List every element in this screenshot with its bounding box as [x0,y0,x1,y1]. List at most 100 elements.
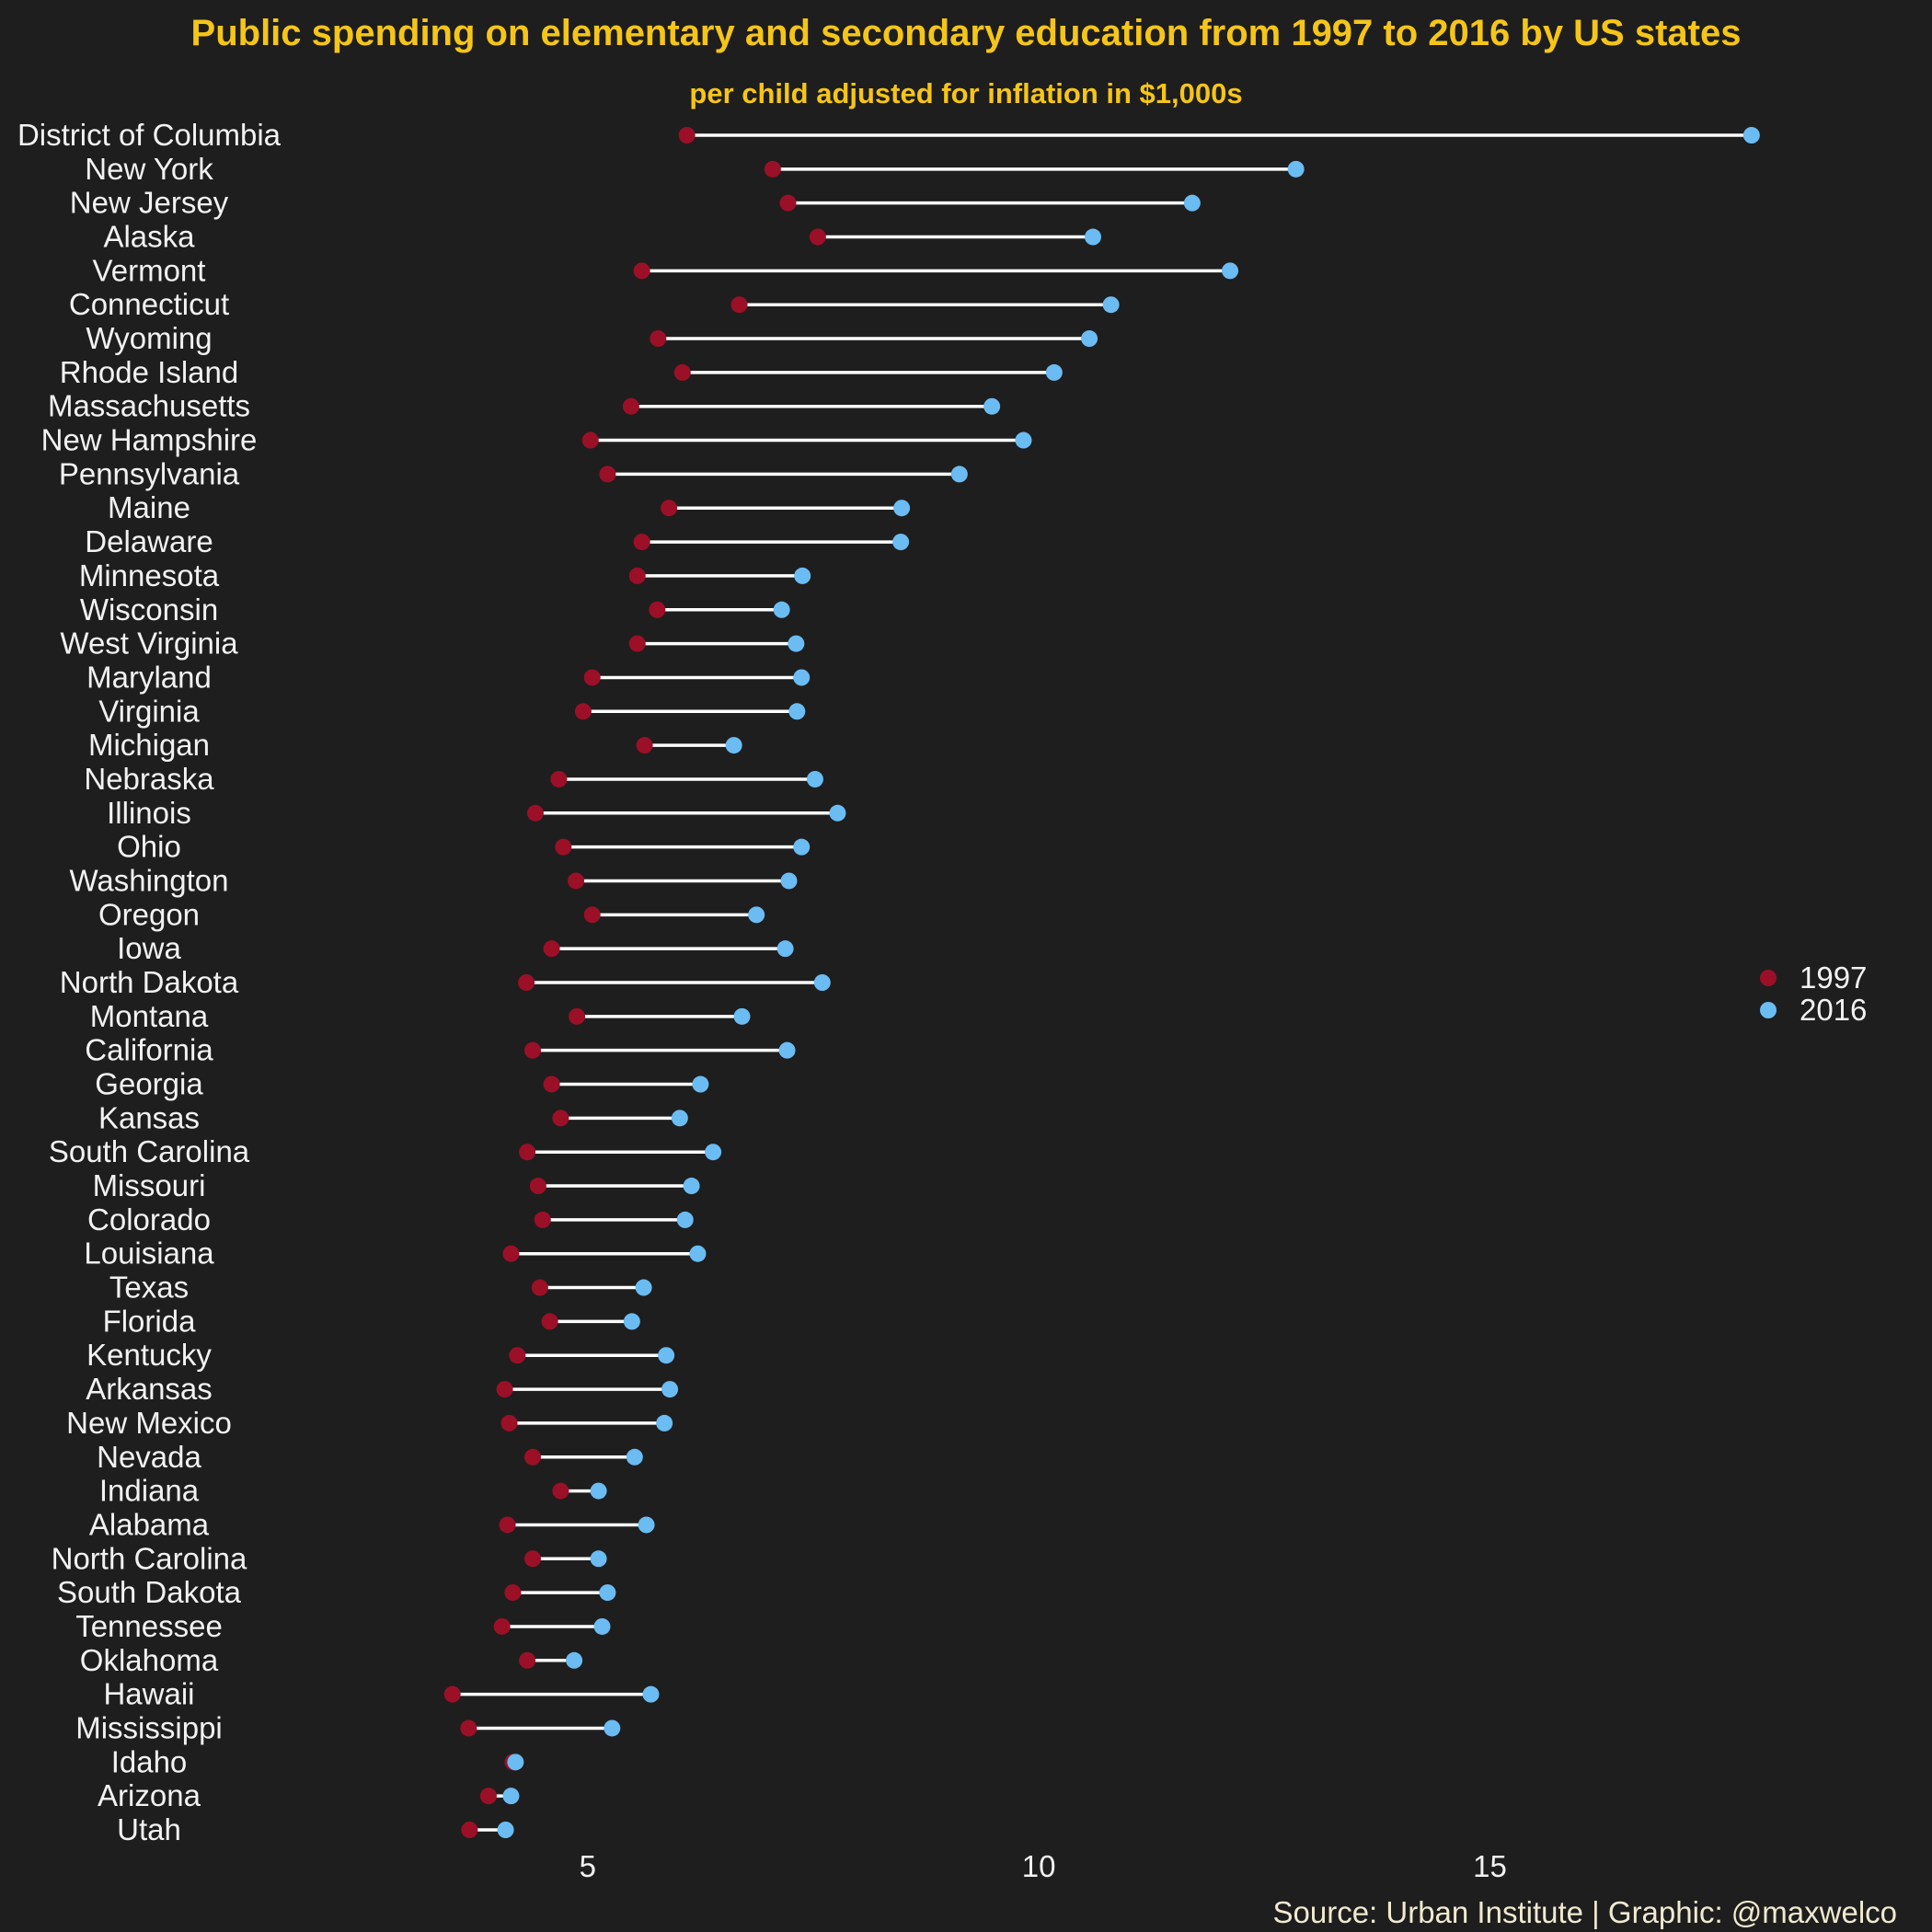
point-1997-kentucky [509,1347,526,1364]
point-2016-iowa [776,940,794,958]
point-1997-missouri [529,1178,546,1195]
point-1997-ohio [555,838,572,856]
category-label-montana: Montana [90,999,209,1033]
data-points [443,127,1760,1838]
category-label-west-virginia: West Virginia [60,627,238,661]
category-label-washington: Washington [69,863,228,897]
point-2016-hawaii [642,1685,660,1703]
point-1997-connecticut [730,296,748,314]
category-label-georgia: Georgia [95,1067,203,1101]
point-2016-new-hampshire [1015,431,1032,449]
point-1997-georgia [543,1075,560,1093]
x-tick-label-10: 10 [1022,1849,1056,1883]
category-label-kansas: Kansas [98,1100,200,1134]
point-2016-maryland [793,669,811,686]
point-1997-arizona [479,1788,497,1805]
point-2016-kentucky [658,1347,675,1364]
point-1997-california [523,1041,541,1059]
point-2016-wisconsin [773,601,790,618]
point-2016-kansas [671,1110,688,1127]
point-2016-maine [893,500,911,517]
point-1997-district-of-columbia [678,127,696,144]
point-1997-rhode-island [673,363,691,381]
point-1997-pennsylvania [599,466,616,483]
point-1997-new-hampshire [581,431,599,449]
point-2016-texas [635,1279,652,1296]
legend-key-1997 [1760,970,1777,986]
point-1997-wisconsin [649,601,666,618]
category-label-maryland: Maryland [86,660,212,694]
category-label-pennsylvania: Pennsylvania [59,456,240,490]
category-label-louisiana: Louisiana [84,1236,214,1271]
category-label-california: California [85,1033,213,1067]
chart-subtitle: per child adjusted for inflation in $1,0… [689,77,1243,109]
point-1997-maine [661,500,678,517]
point-2016-colorado [676,1211,694,1228]
point-2016-west-virginia [788,635,805,652]
point-1997-oklahoma [519,1651,536,1669]
point-2016-nebraska [806,770,823,788]
legend-label-1997: 1997 [1800,960,1867,995]
point-2016-ohio [793,838,811,856]
category-label-illinois: Illinois [107,796,191,830]
category-label-virginia: Virginia [98,694,200,728]
category-label-vermont: Vermont [93,253,206,287]
point-1997-florida [541,1313,558,1330]
point-2016-washington [780,872,798,890]
category-label-idaho: Idaho [111,1744,188,1778]
category-label-south-carolina: South Carolina [49,1134,250,1168]
point-1997-louisiana [502,1245,520,1262]
category-label-arkansas: Arkansas [86,1372,213,1406]
point-1997-hawaii [443,1685,461,1703]
point-1997-nevada [523,1448,541,1466]
legend-key-2016 [1760,1002,1777,1018]
category-label-north-dakota: North Dakota [60,965,239,999]
point-2016-pennsylvania [950,466,968,483]
point-2016-vermont [1222,262,1239,280]
point-2016-alabama [638,1516,655,1534]
point-1997-south-carolina [519,1144,536,1161]
point-1997-north-carolina [523,1550,541,1568]
point-1997-nebraska [550,770,568,788]
category-label-new-jersey: New Jersey [70,186,229,220]
point-2016-michigan [725,737,742,754]
point-1997-montana [569,1007,586,1025]
point-2016-florida [623,1313,640,1330]
point-2016-minnesota [794,567,811,584]
point-2016-utah [497,1822,514,1838]
category-label-north-carolina: North Carolina [52,1541,247,1575]
category-label-massachusetts: Massachusetts [48,389,250,423]
category-label-connecticut: Connecticut [69,287,229,321]
category-label-ohio: Ohio [117,830,181,864]
point-1997-iowa [543,940,560,958]
category-label-nevada: Nevada [97,1440,201,1474]
point-1997-colorado [534,1211,551,1228]
point-2016-massachusetts [983,397,1001,415]
x-axis-ticks: 5 10 15 [580,1849,1507,1883]
category-label-missouri: Missouri [93,1168,206,1202]
category-label-maine: Maine [108,490,190,524]
point-2016-montana [733,1007,751,1025]
category-label-wisconsin: Wisconsin [80,592,218,627]
point-2016-rhode-island [1045,363,1063,381]
point-2016-oregon [748,906,765,924]
point-2016-new-mexico [656,1414,673,1432]
point-1997-tennessee [493,1617,511,1635]
category-label-arizona: Arizona [98,1778,201,1812]
point-2016-connecticut [1102,296,1120,314]
point-2016-california [778,1041,796,1059]
category-label-oklahoma: Oklahoma [80,1643,219,1677]
point-1997-illinois [526,804,544,822]
point-1997-delaware [633,534,650,551]
category-label-south-dakota: South Dakota [57,1575,242,1609]
category-label-alaska: Alaska [103,220,195,254]
point-1997-maryland [583,669,601,686]
point-1997-wyoming [650,330,667,348]
point-1997-west-virginia [628,635,646,652]
category-label-texas: Texas [109,1271,189,1305]
category-label-hawaii: Hawaii [103,1677,194,1711]
point-2016-delaware [892,534,910,551]
